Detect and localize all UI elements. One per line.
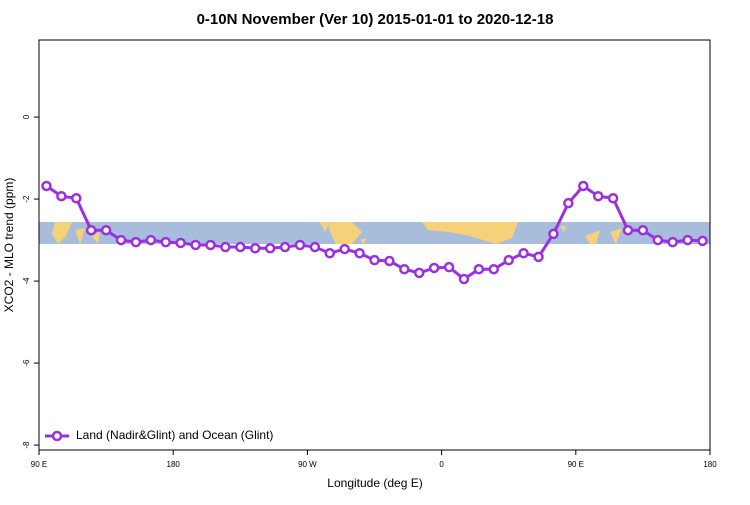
data-point xyxy=(279,241,291,253)
data-point xyxy=(324,247,336,259)
x-axis-label: Longitude (deg E) xyxy=(327,476,422,490)
y-tick-label: -4 xyxy=(22,277,31,285)
data-point xyxy=(548,228,559,240)
data-point xyxy=(249,243,261,254)
chart-title: 0-10N November (Ver 10) 2015-01-01 to 20… xyxy=(197,11,554,28)
data-point xyxy=(682,234,693,246)
map-band xyxy=(39,222,710,244)
data-point xyxy=(205,239,216,251)
x-tick-label: 90 E xyxy=(31,460,47,469)
x-tick-label: 90 E xyxy=(568,460,584,469)
data-point xyxy=(443,261,455,273)
y-tick-label: -2 xyxy=(22,195,31,203)
legend-marker xyxy=(51,430,63,442)
data-point xyxy=(399,263,410,275)
data-point xyxy=(235,241,246,253)
data-point xyxy=(667,236,678,248)
data-point xyxy=(100,224,112,236)
data-point xyxy=(488,263,500,275)
data-point xyxy=(384,255,395,267)
data-point xyxy=(473,263,485,275)
data-point xyxy=(578,180,589,192)
data-point xyxy=(115,234,127,246)
data-point xyxy=(503,254,514,266)
plot-frame xyxy=(38,39,711,451)
data-point xyxy=(309,241,321,253)
data-point xyxy=(369,254,380,266)
data-point xyxy=(145,234,157,246)
data-point xyxy=(428,262,440,274)
data-point xyxy=(339,243,350,255)
y-axis-label: XCO2 - MLO trend (ppm) xyxy=(2,178,16,313)
x-tick-label: 90 W xyxy=(298,460,317,469)
data-point xyxy=(175,237,186,249)
data-point xyxy=(41,180,52,192)
data-point xyxy=(190,239,201,251)
data-point xyxy=(294,239,306,251)
x-tick-label: 180 xyxy=(703,460,717,469)
x-tick-label: 180 xyxy=(167,460,181,469)
data-point xyxy=(220,241,231,253)
data-point xyxy=(413,267,425,279)
x-tick-label: 0 xyxy=(439,460,444,469)
y-tick-label: -8 xyxy=(22,441,31,449)
data-point xyxy=(518,247,529,259)
data-point xyxy=(130,236,142,248)
data-point xyxy=(697,235,708,247)
data-point xyxy=(71,193,82,204)
data-point xyxy=(533,251,544,263)
data-point xyxy=(56,190,67,202)
y-tick-label: 0 xyxy=(22,114,31,119)
data-point xyxy=(85,224,97,236)
data-point xyxy=(563,197,574,209)
data-point xyxy=(458,273,470,285)
y-tick-label: -6 xyxy=(22,359,31,367)
data-point xyxy=(354,247,365,259)
data-point xyxy=(637,224,649,236)
legend-label: Land (Nadir&Glint) and Ocean (Glint) xyxy=(76,428,273,442)
data-point xyxy=(264,243,276,254)
data-point xyxy=(652,234,664,246)
data-point xyxy=(622,224,634,236)
data-point xyxy=(607,193,619,204)
data-point xyxy=(160,236,171,248)
data-point xyxy=(592,190,604,202)
